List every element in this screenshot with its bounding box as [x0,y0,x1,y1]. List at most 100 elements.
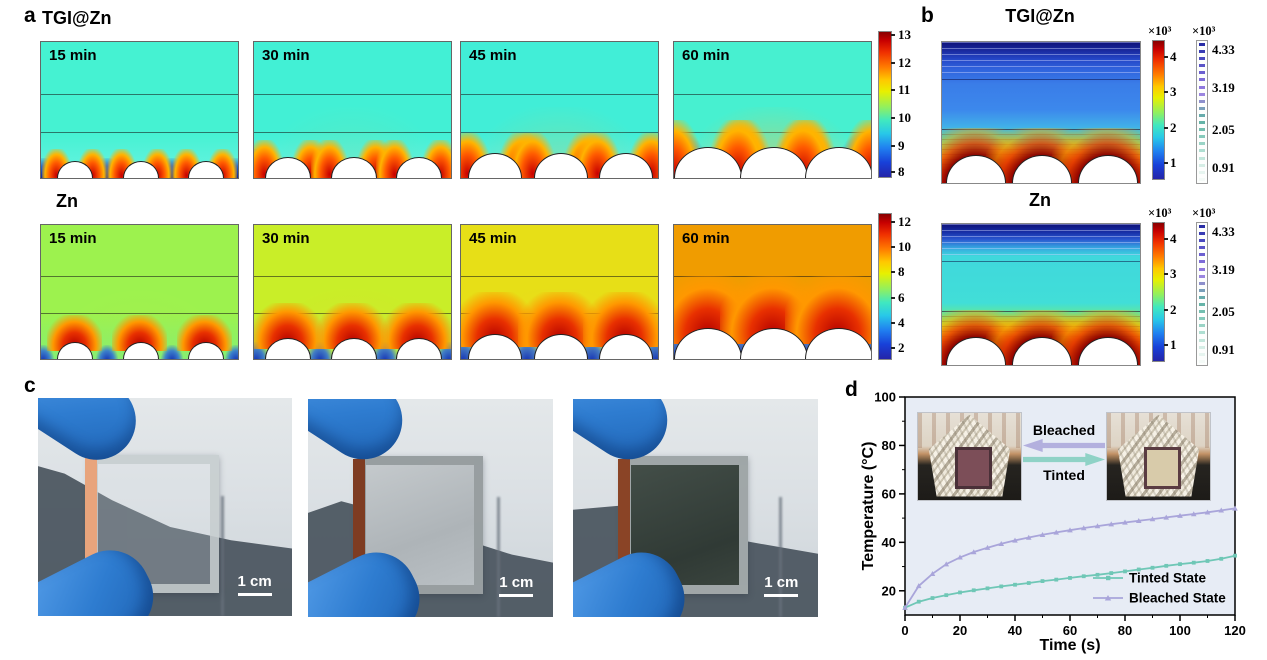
bump [468,334,523,359]
x-axis-title: Time (s) [1039,637,1100,654]
colorbar-dash [1198,163,1206,167]
series-marker [971,588,976,593]
colorbar-tick-label: 4 [1170,48,1177,64]
x-tick-label: 120 [1224,623,1246,638]
heatmap-zn-60-min: 60 min [673,224,872,360]
layer-line [254,131,451,133]
series-marker [1013,582,1017,587]
y-axis-title: Temperature (°C) [860,442,877,571]
colorbar-dash [1198,92,1206,96]
legend-marker [1106,575,1111,581]
scale-bar-line [499,594,534,598]
y-tick-label: 20 [882,583,896,598]
series-marker [1025,534,1032,540]
transmission-tower [496,497,500,617]
heatmap-zn-15-min: 15 min [40,224,239,360]
colorbar-tick [891,271,895,274]
tree-blur [1107,413,1210,448]
bump [395,157,442,178]
series-marker [1177,512,1183,518]
series-marker [1190,511,1197,517]
series-marker [902,604,908,610]
colorbar-tick [891,346,895,349]
colorbar-tick-label: 2 [1170,119,1177,135]
series-marker [1068,576,1072,580]
colorbar-tick [891,89,895,92]
layer-line [942,129,1140,131]
photo-transparent-device: 1 cm [38,398,292,616]
colorbar-dash [1198,359,1206,363]
colorbar-tick-label: 8 [898,163,905,179]
colorbar-dash [1198,338,1206,342]
scale-bar-label: 1 cm [499,574,534,592]
colorbar-tick [1164,126,1168,129]
series-marker [1149,516,1156,522]
y-tick-label: 100 [874,390,896,405]
colorbar-dash [1198,331,1206,335]
colorbar-dash [1198,121,1206,125]
photo-dark-tinted-device: 1 cm [573,399,818,617]
colorbar-tick-label: 3 [1170,265,1177,281]
panel-d-temperature-chart: 0 20 40 60 80 100 120 20 40 60 80 100 Time (s) Temper… [845,382,1267,660]
colorbar-dash [1198,149,1206,153]
layer-line [461,313,658,315]
colorbar-dash [1198,288,1206,292]
cold-pool [225,344,238,359]
colorbar-dash [1198,78,1206,82]
time-label: 30 min [262,230,310,247]
colorbar-dash [1198,135,1206,139]
foil-texture [1117,414,1200,497]
series-marker [1012,537,1018,543]
colorbar-tick [891,220,895,223]
colorbar-dash [1198,239,1206,243]
contour-lines-top [942,42,1140,76]
colorbar-tick-label: 11 [898,82,911,98]
colorbar-tick-label: 6 [898,289,905,305]
colorbar-tick-label: 1 [1170,154,1177,170]
series-marker [943,561,950,567]
bump [265,338,312,359]
colorbar-tick-label: 2 [898,339,905,355]
colorbar-dash [1198,352,1206,356]
colorbar-tick-label: 0.91 [1212,160,1235,176]
bump [187,161,224,178]
colorbar-tick [1164,343,1168,346]
bump [674,147,743,178]
series-marker [1123,569,1127,574]
x-tick-label: 60 [1063,623,1077,638]
colorbar-dash [1198,113,1206,117]
colorbar-tick-label: 2 [1170,301,1177,317]
colorbar-dash [1198,281,1206,285]
series-marker [1178,562,1182,567]
colorbar-dash [1198,225,1206,228]
series-marker [1219,556,1224,561]
colorbar-dash [1198,71,1206,75]
heatmap-tgi-15-min: 15 min [40,41,239,179]
bleached-left-arrow [1023,439,1105,452]
scale-bar: 1 cm [237,573,272,597]
colorbar-tick-label: 2.05 [1212,304,1235,320]
series-marker [1232,505,1238,511]
device-window [954,447,992,490]
colorbar-tick-label: 1 [1170,336,1177,352]
colorbar-unit: ×10³ [1192,206,1216,220]
series-marker [929,571,936,577]
y-tick-label: 60 [882,486,896,501]
series-marker [944,593,949,598]
colorbar-tick-label: 12 [898,54,911,70]
foil-house-model [928,414,1011,497]
colorbar-tick [891,34,895,37]
bump [739,328,808,359]
series-marker [930,596,935,600]
series-marker [1108,521,1115,527]
bump [187,342,224,359]
panel-d-label: d [845,378,858,401]
series-marker [1191,560,1196,565]
tree-blur [918,413,1021,448]
colorbar-discrete [1196,222,1208,366]
layer-line [461,275,658,277]
heatmap-tgi-30-min: 30 min [253,41,452,179]
colorbar-continuous [1152,222,1165,362]
scale-bar: 1 cm [764,574,798,598]
layer-line [942,260,1140,262]
